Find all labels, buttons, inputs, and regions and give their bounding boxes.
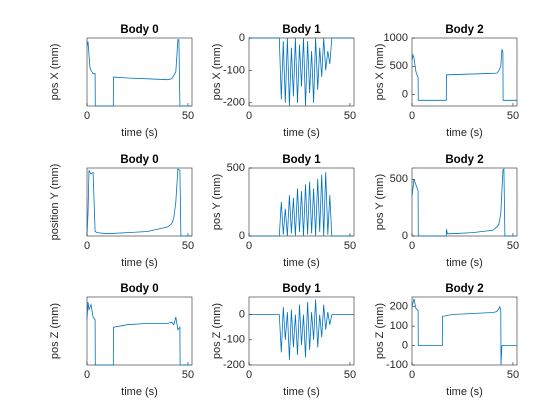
y-tick-label: -200: [223, 359, 245, 371]
x-tick-label: 50: [507, 369, 519, 381]
x-tick-label: 0: [246, 369, 252, 381]
chart-title: Body 0: [120, 24, 158, 36]
x-tick-label: 50: [344, 240, 356, 252]
y-tick-label: -100: [223, 334, 245, 346]
axes-box: [248, 37, 355, 107]
axes-box: [86, 296, 193, 366]
y-tick-label: 0: [402, 230, 408, 242]
data-line: [249, 37, 354, 107]
axes-box: [411, 167, 518, 237]
y-axis-label: pos X (mm): [49, 44, 61, 101]
y-tick-label: 500: [390, 173, 408, 185]
y-tick-label: 500: [390, 60, 408, 72]
chart-title: Body 2: [445, 154, 483, 166]
y-axis-label: pos Y (mm): [374, 174, 386, 230]
x-axis-label: time (s): [283, 386, 320, 398]
data-line: [411, 168, 517, 237]
x-axis-label: time (s): [121, 386, 158, 398]
y-axis-label: pos Y (mm): [211, 174, 223, 230]
axes-box: [411, 37, 518, 107]
x-tick-label: 0: [409, 369, 415, 381]
y-tick-label: -100: [386, 359, 408, 371]
y-tick-label: 500: [227, 162, 245, 174]
x-axis-label: time (s): [446, 127, 483, 139]
data-line: [411, 49, 517, 101]
axes-box: [86, 37, 193, 107]
chart-title: Body 0: [120, 283, 158, 295]
x-tick-label: 0: [84, 110, 90, 122]
y-axis-label: pos X (mm): [374, 44, 386, 101]
x-tick-label: 50: [344, 369, 356, 381]
x-axis-label: time (s): [446, 257, 483, 269]
y-axis-label: pos X (mm): [211, 44, 223, 101]
y-tick-label: 0: [402, 89, 408, 101]
y-axis-label: pos Z (mm): [49, 303, 61, 359]
axes-box: [411, 296, 518, 366]
chart-title: Body 1: [282, 283, 321, 295]
x-tick-label: 50: [182, 240, 194, 252]
x-tick-label: 0: [409, 110, 415, 122]
x-tick-label: 50: [507, 240, 519, 252]
data-line: [86, 301, 192, 366]
data-line: [411, 298, 517, 366]
x-tick-label: 50: [182, 110, 194, 122]
y-tick-label: 100: [390, 320, 408, 332]
x-tick-label: 0: [84, 240, 90, 252]
chart-title: Body 1: [282, 154, 321, 166]
data-line: [86, 168, 192, 237]
x-tick-label: 0: [84, 369, 90, 381]
axes-box: [248, 167, 355, 237]
data-line: [249, 299, 354, 361]
y-axis-label: pos Z (mm): [211, 303, 223, 359]
chart-title: Body 0: [120, 154, 158, 166]
x-axis-label: time (s): [283, 127, 320, 139]
y-tick-label: 0: [239, 309, 245, 321]
y-tick-label: -100: [223, 64, 245, 76]
data-line: [249, 172, 354, 237]
x-tick-label: 0: [246, 240, 252, 252]
y-tick-label: 200: [390, 301, 408, 313]
x-tick-label: 50: [344, 110, 356, 122]
x-axis-label: time (s): [121, 257, 158, 269]
x-axis-label: time (s): [283, 257, 320, 269]
x-tick-label: 50: [507, 110, 519, 122]
axes-box: [86, 167, 193, 237]
axes-box: [248, 296, 355, 366]
y-tick-label: 1000: [384, 32, 408, 44]
y-axis-label: position Y (mm): [49, 164, 61, 241]
y-tick-label: 0: [402, 339, 408, 351]
chart-title: Body 1: [282, 24, 321, 36]
y-tick-label: -200: [223, 97, 245, 109]
chart-title: Body 2: [445, 24, 483, 36]
x-tick-label: 50: [182, 369, 194, 381]
x-axis-label: time (s): [121, 127, 158, 139]
x-axis-label: time (s): [446, 386, 483, 398]
x-tick-label: 0: [246, 110, 252, 122]
y-tick-label: 0: [239, 32, 245, 44]
y-tick-label: 0: [239, 230, 245, 242]
y-axis-label: pos Z (mm): [374, 303, 386, 359]
data-line: [86, 39, 192, 107]
x-tick-label: 0: [409, 240, 415, 252]
chart-title: Body 2: [445, 283, 483, 295]
